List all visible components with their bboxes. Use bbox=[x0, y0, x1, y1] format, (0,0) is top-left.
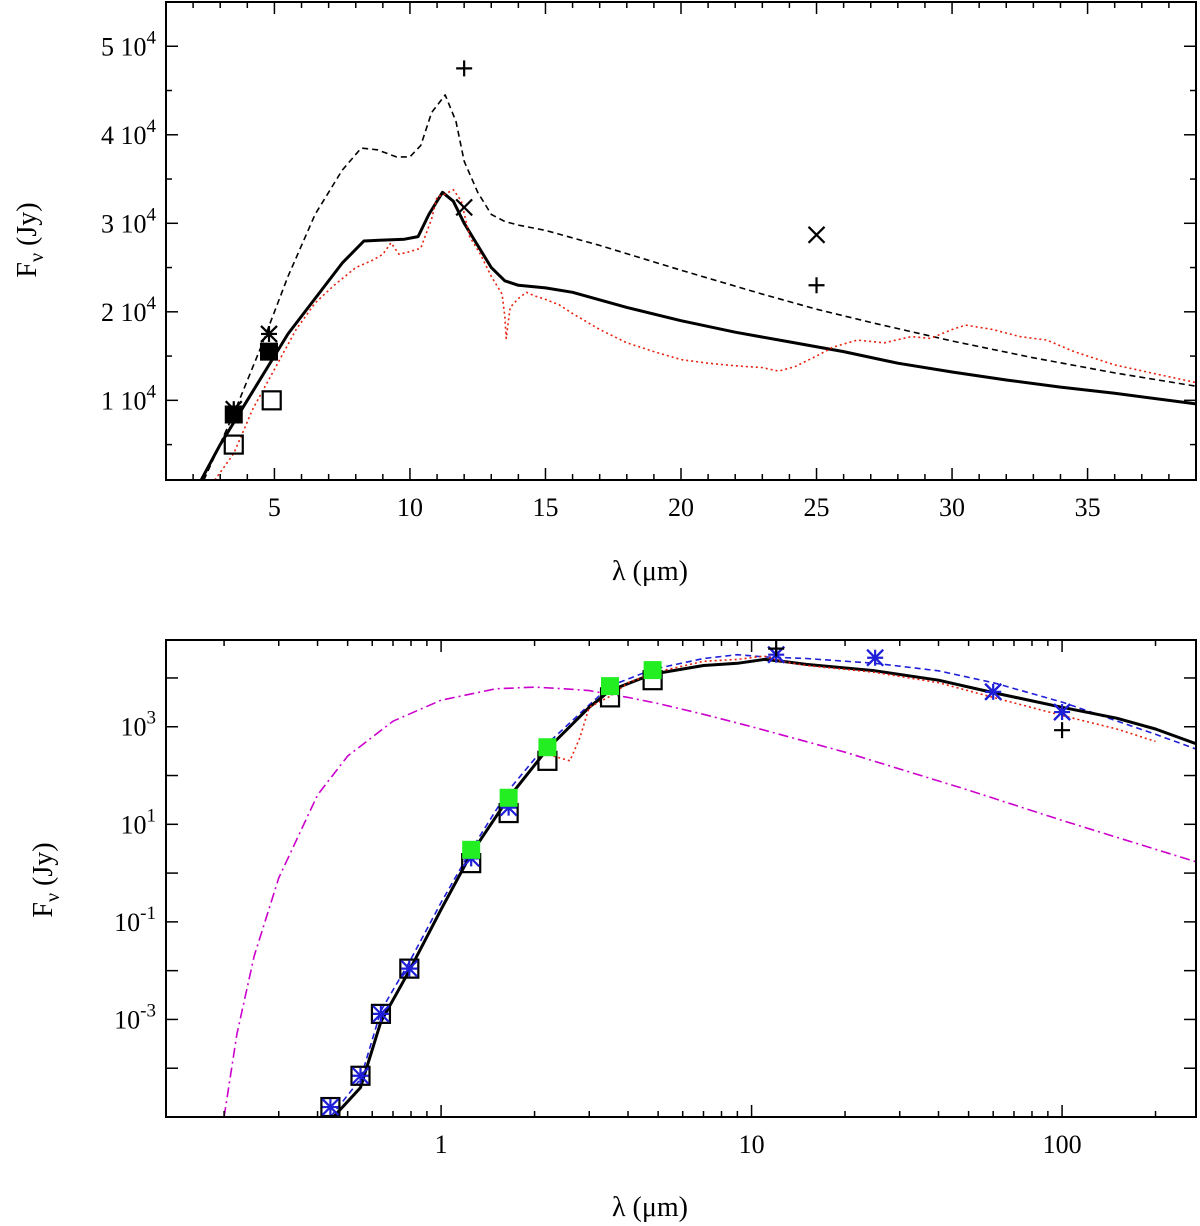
bottom-y-tick-label: 101 bbox=[121, 805, 157, 839]
top-series-model-dashed bbox=[203, 94, 1196, 480]
bottom-point-green-square bbox=[499, 788, 518, 807]
top-x-tick-label: 25 bbox=[804, 493, 830, 522]
top-x-tick-label: 5 bbox=[268, 493, 281, 522]
top-y-tick-label: 1 104 bbox=[101, 381, 157, 415]
top-x-tick-label: 20 bbox=[668, 493, 694, 522]
bottom-point-green-square bbox=[462, 840, 481, 859]
bottom-point-blue-star bbox=[400, 959, 419, 978]
top-point-cross bbox=[807, 226, 826, 244]
bottom-x-axis-label: λ (μm) bbox=[612, 1192, 688, 1223]
top-plot-frame bbox=[165, 1, 1197, 481]
top-point-cross bbox=[455, 198, 473, 217]
bottom-point-blue-star bbox=[372, 1005, 390, 1023]
bottom-y-tick-label: 10-3 bbox=[114, 1000, 156, 1034]
bottom-series-layer bbox=[223, 653, 1196, 1117]
top-series-model-solid bbox=[199, 190, 1196, 480]
bottom-point-plus bbox=[1054, 722, 1071, 739]
top-y-tick-label: 5 104 bbox=[101, 27, 157, 61]
top-x-tick-label: 15 bbox=[532, 493, 558, 522]
top-series-layer bbox=[199, 94, 1196, 480]
bottom-point-blue-cross bbox=[1053, 703, 1071, 721]
bottom-x-tick-label: 1 bbox=[435, 1130, 448, 1159]
bottom-plot-frame bbox=[165, 639, 1197, 1118]
bottom-ticks-layer: 1 10 100 10-3 10-1 101 103 bbox=[114, 640, 1196, 1159]
top-series-observed-spectrum bbox=[214, 188, 1196, 480]
top-x-axis-label: λ (μm) bbox=[612, 556, 688, 587]
bottom-panel: 1 10 100 10-3 10-1 101 103 λ (μm) Fν (Jy) bbox=[28, 639, 1197, 1223]
bottom-point-blue-cross bbox=[984, 683, 1002, 701]
top-point-plus bbox=[456, 60, 473, 77]
bottom-point-green-square bbox=[643, 661, 662, 680]
top-x-tick-label: 30 bbox=[939, 493, 965, 522]
top-y-tick-label: 4 104 bbox=[101, 116, 157, 150]
bottom-point-open-square bbox=[370, 1003, 392, 1024]
top-x-tick-label: 10 bbox=[397, 493, 423, 522]
top-point-filled-square bbox=[224, 405, 243, 424]
bottom-series-model-blue-dashed bbox=[329, 653, 1196, 1117]
top-point-plus bbox=[808, 277, 825, 294]
bottom-point-plus bbox=[768, 640, 785, 657]
bottom-series-observed-spectrum bbox=[553, 655, 1156, 762]
top-y-axis-label: Fν (Jy) bbox=[12, 202, 48, 277]
top-x-tick-label: 35 bbox=[1075, 493, 1101, 522]
bottom-x-tick-label: 10 bbox=[739, 1130, 765, 1159]
bottom-series-stellar-blackbody bbox=[223, 686, 1196, 1117]
bottom-y-tick-label: 10-1 bbox=[114, 903, 156, 937]
top-ticks-layer: 5 10 15 20 25 30 35 1 104 2 104 3 104 4 104 5 104 bbox=[101, 1, 1197, 522]
bottom-y-axis-label: Fν (Jy) bbox=[28, 842, 64, 917]
top-panel: 5 10 15 20 25 30 35 1 104 2 104 3 104 4 104 5 104 λ… bbox=[12, 1, 1197, 587]
top-point-star bbox=[260, 325, 278, 343]
bottom-y-tick-label: 103 bbox=[121, 708, 157, 742]
top-point-filled-square bbox=[260, 342, 278, 361]
top-point-open-square bbox=[223, 434, 244, 455]
bottom-series-model-solid bbox=[332, 657, 1196, 1117]
bottom-point-open-square bbox=[350, 1065, 371, 1086]
bottom-point-blue-star bbox=[351, 1066, 370, 1085]
top-points-layer bbox=[223, 60, 826, 455]
bottom-point-blue-star bbox=[321, 1098, 340, 1116]
bottom-point-blue-cross bbox=[866, 648, 884, 667]
top-y-tick-label: 3 104 bbox=[101, 204, 157, 238]
bottom-point-green-square bbox=[601, 677, 620, 696]
top-point-open-square bbox=[261, 390, 282, 411]
bottom-point-open-square bbox=[399, 958, 420, 979]
bottom-x-tick-label: 100 bbox=[1043, 1130, 1082, 1159]
bottom-points-layer bbox=[320, 640, 1071, 1117]
bottom-point-green-square bbox=[538, 738, 557, 757]
top-y-tick-label: 2 104 bbox=[101, 293, 157, 327]
